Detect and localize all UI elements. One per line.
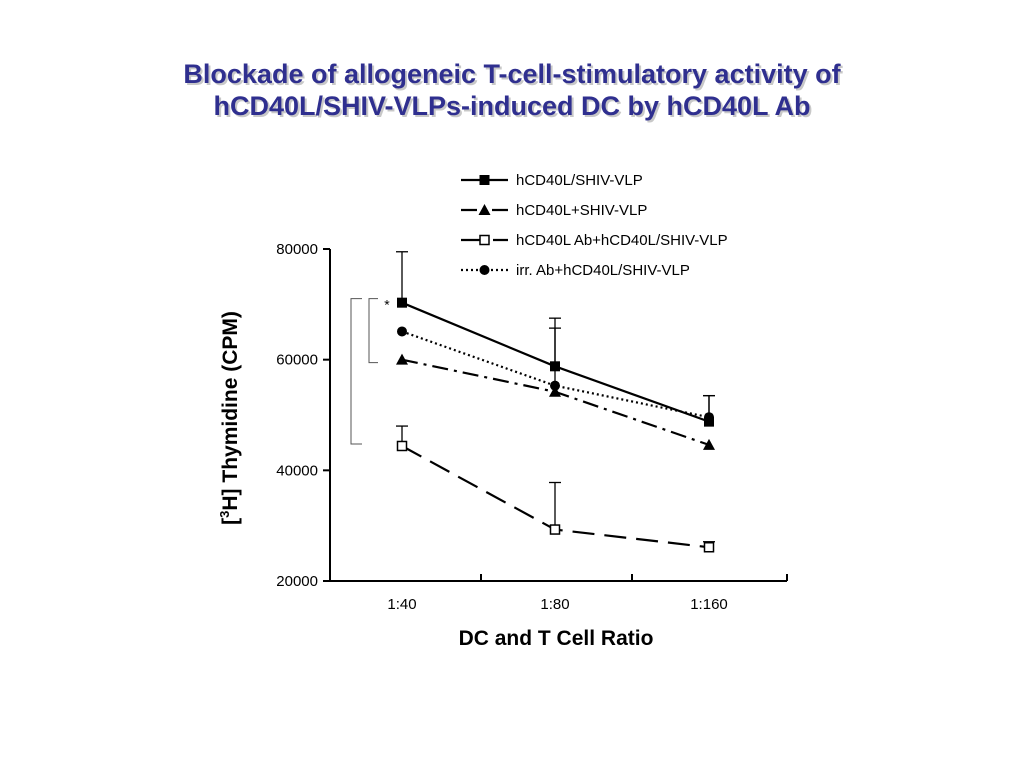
data-point xyxy=(550,380,560,391)
significance-star: * xyxy=(384,297,390,313)
inner-bracket xyxy=(368,298,378,364)
chart-axes: 20000 40000 60000 80000 1:40 1:80 1:160 xyxy=(276,241,788,613)
legend-marker xyxy=(479,234,490,246)
x-tick-label: 1:40 xyxy=(387,596,416,613)
y-tick-label: 80000 xyxy=(276,241,318,258)
series-3 xyxy=(396,425,715,553)
legend-item: hCD40L/SHIV-VLP xyxy=(461,172,643,189)
data-point xyxy=(549,524,561,535)
x-tick-label: 1:80 xyxy=(540,596,569,613)
data-point xyxy=(704,412,714,423)
legend-label: hCD40L/SHIV-VLP xyxy=(516,172,643,189)
legend-marker xyxy=(478,204,491,215)
data-point xyxy=(397,326,407,337)
y-tick-label: 20000 xyxy=(276,573,318,590)
y-axis-title-prefix: [ xyxy=(219,518,242,525)
y-axis-title-superscript: 3 xyxy=(217,511,232,518)
legend-item: irr. Ab+hCD40L/SHIV-VLP xyxy=(461,262,690,279)
data-point xyxy=(396,353,408,365)
x-tick-label: 1:160 xyxy=(690,596,728,613)
y-axis-title: [3H] Thymidine (CPM) xyxy=(217,311,242,525)
legend-marker xyxy=(479,175,490,185)
legend-label: hCD40L+SHIV-VLP xyxy=(516,202,647,219)
outer-bracket xyxy=(350,298,362,445)
chart-legend: hCD40L/SHIV-VLP hCD40L+SHIV-VLP hCD40L Ab+… xyxy=(461,172,728,279)
legend-item: hCD40L+SHIV-VLP xyxy=(461,202,647,219)
data-point xyxy=(703,541,715,553)
legend-marker xyxy=(479,265,490,275)
x-axis-title: DC and T Cell Ratio xyxy=(459,627,654,650)
legend-label: hCD40L Ab+hCD40L/SHIV-VLP xyxy=(516,232,728,249)
series-4 xyxy=(397,326,715,423)
data-point xyxy=(703,438,715,450)
data-point xyxy=(549,385,561,397)
series-layer xyxy=(396,251,715,553)
y-tick-label: 40000 xyxy=(276,462,318,479)
legend-item: hCD40L Ab+hCD40L/SHIV-VLP xyxy=(461,232,728,249)
chart-title-line-2: hCD40L/SHIV-VLPs-induced DC by hCD40L Ab xyxy=(213,91,811,121)
y-tick-label: 60000 xyxy=(276,352,318,369)
legend-label: irr. Ab+hCD40L/SHIV-VLP xyxy=(516,262,690,279)
data-point xyxy=(396,440,408,452)
data-point xyxy=(397,297,407,308)
significance-brackets: * xyxy=(350,297,390,445)
chart-title: Blockade of allogeneic T-cell-stimulator… xyxy=(0,58,1024,122)
series-2 xyxy=(396,353,715,450)
chart-title-line-1: Blockade of allogeneic T-cell-stimulator… xyxy=(183,59,841,89)
y-axis-title-rest: H] Thymidine (CPM) xyxy=(219,311,242,511)
